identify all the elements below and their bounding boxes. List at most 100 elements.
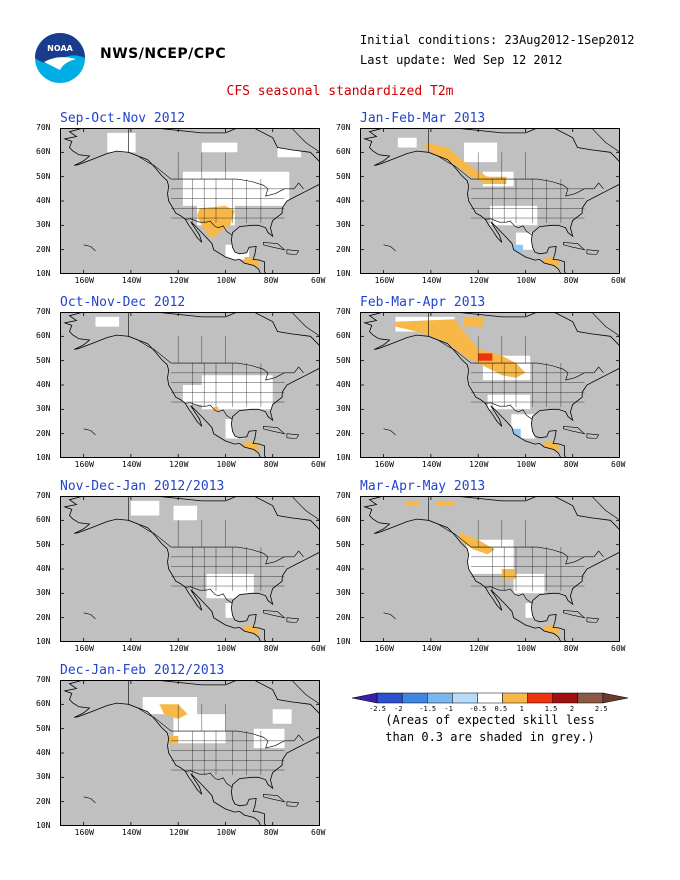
hawaii xyxy=(383,428,396,436)
lon-tick-label: 120W xyxy=(469,644,489,653)
neutral-region xyxy=(173,505,198,521)
lon-tick-label: 160W xyxy=(74,460,94,469)
lat-tick-label: 60N xyxy=(336,515,351,525)
lon-tick-label: 160W xyxy=(374,644,394,653)
lat-tick-label: 30N xyxy=(336,404,351,414)
map-svg xyxy=(360,312,620,458)
coastline xyxy=(63,312,320,458)
lon-tick-label: 80W xyxy=(563,644,579,653)
anomaly-region xyxy=(501,569,516,579)
neutral-region xyxy=(513,573,545,594)
hawaii xyxy=(83,244,96,252)
forecast-map-ndj xyxy=(60,496,320,642)
mexico-border xyxy=(485,586,533,604)
forecast-map-fma xyxy=(360,312,620,458)
lon-tick-label: 160W xyxy=(74,644,94,653)
greenland xyxy=(591,496,620,521)
panel-title-djf: Dec-Jan-Feb 2012/2013 xyxy=(60,663,225,678)
lat-tick-label: 20N xyxy=(36,428,51,438)
lon-tick-label: 60W xyxy=(611,644,626,653)
lat-tick-label: 30N xyxy=(36,772,51,782)
panel-title-ndj: Nov-Dec-Jan 2012/2013 xyxy=(60,479,225,494)
lat-tick-label: 30N xyxy=(336,220,351,230)
lat-tick-label: 40N xyxy=(36,380,51,389)
lon-tick-label: 100W xyxy=(516,276,536,285)
cuba xyxy=(563,426,586,435)
hawaii xyxy=(383,244,396,252)
anomaly-region xyxy=(464,316,483,327)
coastline xyxy=(363,496,620,642)
lon-tick-label: 120W xyxy=(169,644,189,653)
lon-tick-label: 120W xyxy=(169,276,189,285)
lon-tick-label: 80W xyxy=(263,644,279,653)
color-bar-segment xyxy=(527,692,553,704)
neutral-region xyxy=(397,137,417,148)
greenland xyxy=(291,496,320,521)
legend-note-line2: than 0.3 are shaded in grey.) xyxy=(385,730,595,744)
anomaly-region xyxy=(168,736,179,744)
lat-tick-label: 10N xyxy=(336,453,351,462)
noaa-logo: NOAA xyxy=(34,32,86,84)
canada-border xyxy=(428,128,604,197)
neutral-region xyxy=(253,728,285,749)
lat-tick-label: 60N xyxy=(36,515,51,525)
canada-border xyxy=(128,496,304,565)
lat-tick-label: 20N xyxy=(336,244,351,254)
lat-tick-label: 30N xyxy=(36,404,51,414)
lat-tick-label: 20N xyxy=(336,612,351,622)
neutral-region xyxy=(107,132,136,153)
lon-tick-label: 160W xyxy=(74,276,94,285)
neutral-region xyxy=(490,205,538,226)
color-bar-segment xyxy=(452,692,478,704)
lat-tick-label: 40N xyxy=(336,564,351,573)
canada-border xyxy=(428,312,604,381)
color-bar-tick-label: -1.5 xyxy=(419,705,437,713)
page-title: CFS seasonal standardized T2m xyxy=(226,84,454,99)
map-svg xyxy=(60,680,320,826)
lat-tick-label: 10N xyxy=(36,821,51,830)
lat-tick-label: 60N xyxy=(36,147,51,157)
lon-tick-label: 100W xyxy=(216,828,236,837)
lat-tick-label: 40N xyxy=(36,564,51,573)
state-borders xyxy=(171,520,285,591)
lon-tick-label: 120W xyxy=(469,276,489,285)
color-bar-tick-label: 0.5 xyxy=(494,705,508,713)
lat-tick-label: 40N xyxy=(336,380,351,389)
color-bar-tick-label: -1 xyxy=(444,705,453,713)
lat-tick-label: 50N xyxy=(36,171,51,181)
cuba xyxy=(263,242,286,251)
lon-tick-label: 160W xyxy=(74,828,94,837)
state-borders xyxy=(471,336,585,407)
lon-tick-label: 60W xyxy=(311,828,326,837)
greenland xyxy=(291,128,320,153)
cuba xyxy=(563,242,586,251)
lat-tick-label: 60N xyxy=(336,147,351,157)
cuba xyxy=(563,610,586,619)
lon-tick-label: 100W xyxy=(516,644,536,653)
anomaly-region xyxy=(206,225,219,238)
map-frame xyxy=(60,312,320,458)
lon-tick-label: 80W xyxy=(563,276,579,285)
color-bar-tick-label: 1.5 xyxy=(544,705,558,713)
lon-tick-label: 120W xyxy=(169,828,189,837)
lat-tick-label: 10N xyxy=(36,453,51,462)
color-bar-segment xyxy=(427,692,453,704)
canada-border xyxy=(128,128,304,197)
lat-tick-label: 10N xyxy=(336,637,351,646)
lon-tick-label: 140W xyxy=(121,460,142,469)
cuba xyxy=(263,794,286,803)
hispaniola xyxy=(286,249,300,255)
lat-tick-label: 40N xyxy=(36,196,51,205)
lon-tick-label: 140W xyxy=(421,460,442,469)
anomaly-region xyxy=(482,176,507,184)
cuba xyxy=(263,610,286,619)
initial-conditions-text: Initial conditions: 23Aug2012-1Sep2012 xyxy=(360,33,635,47)
lat-tick-label: 20N xyxy=(36,612,51,622)
state-borders xyxy=(171,336,285,407)
state-borders xyxy=(471,520,585,591)
anomaly-region xyxy=(478,353,493,361)
panel-title-fma: Feb-Mar-Apr 2013 xyxy=(360,295,486,310)
lon-tick-label: 140W xyxy=(421,644,442,653)
color-bar-tick-label: 1 xyxy=(519,705,524,713)
state-borders xyxy=(171,152,285,223)
